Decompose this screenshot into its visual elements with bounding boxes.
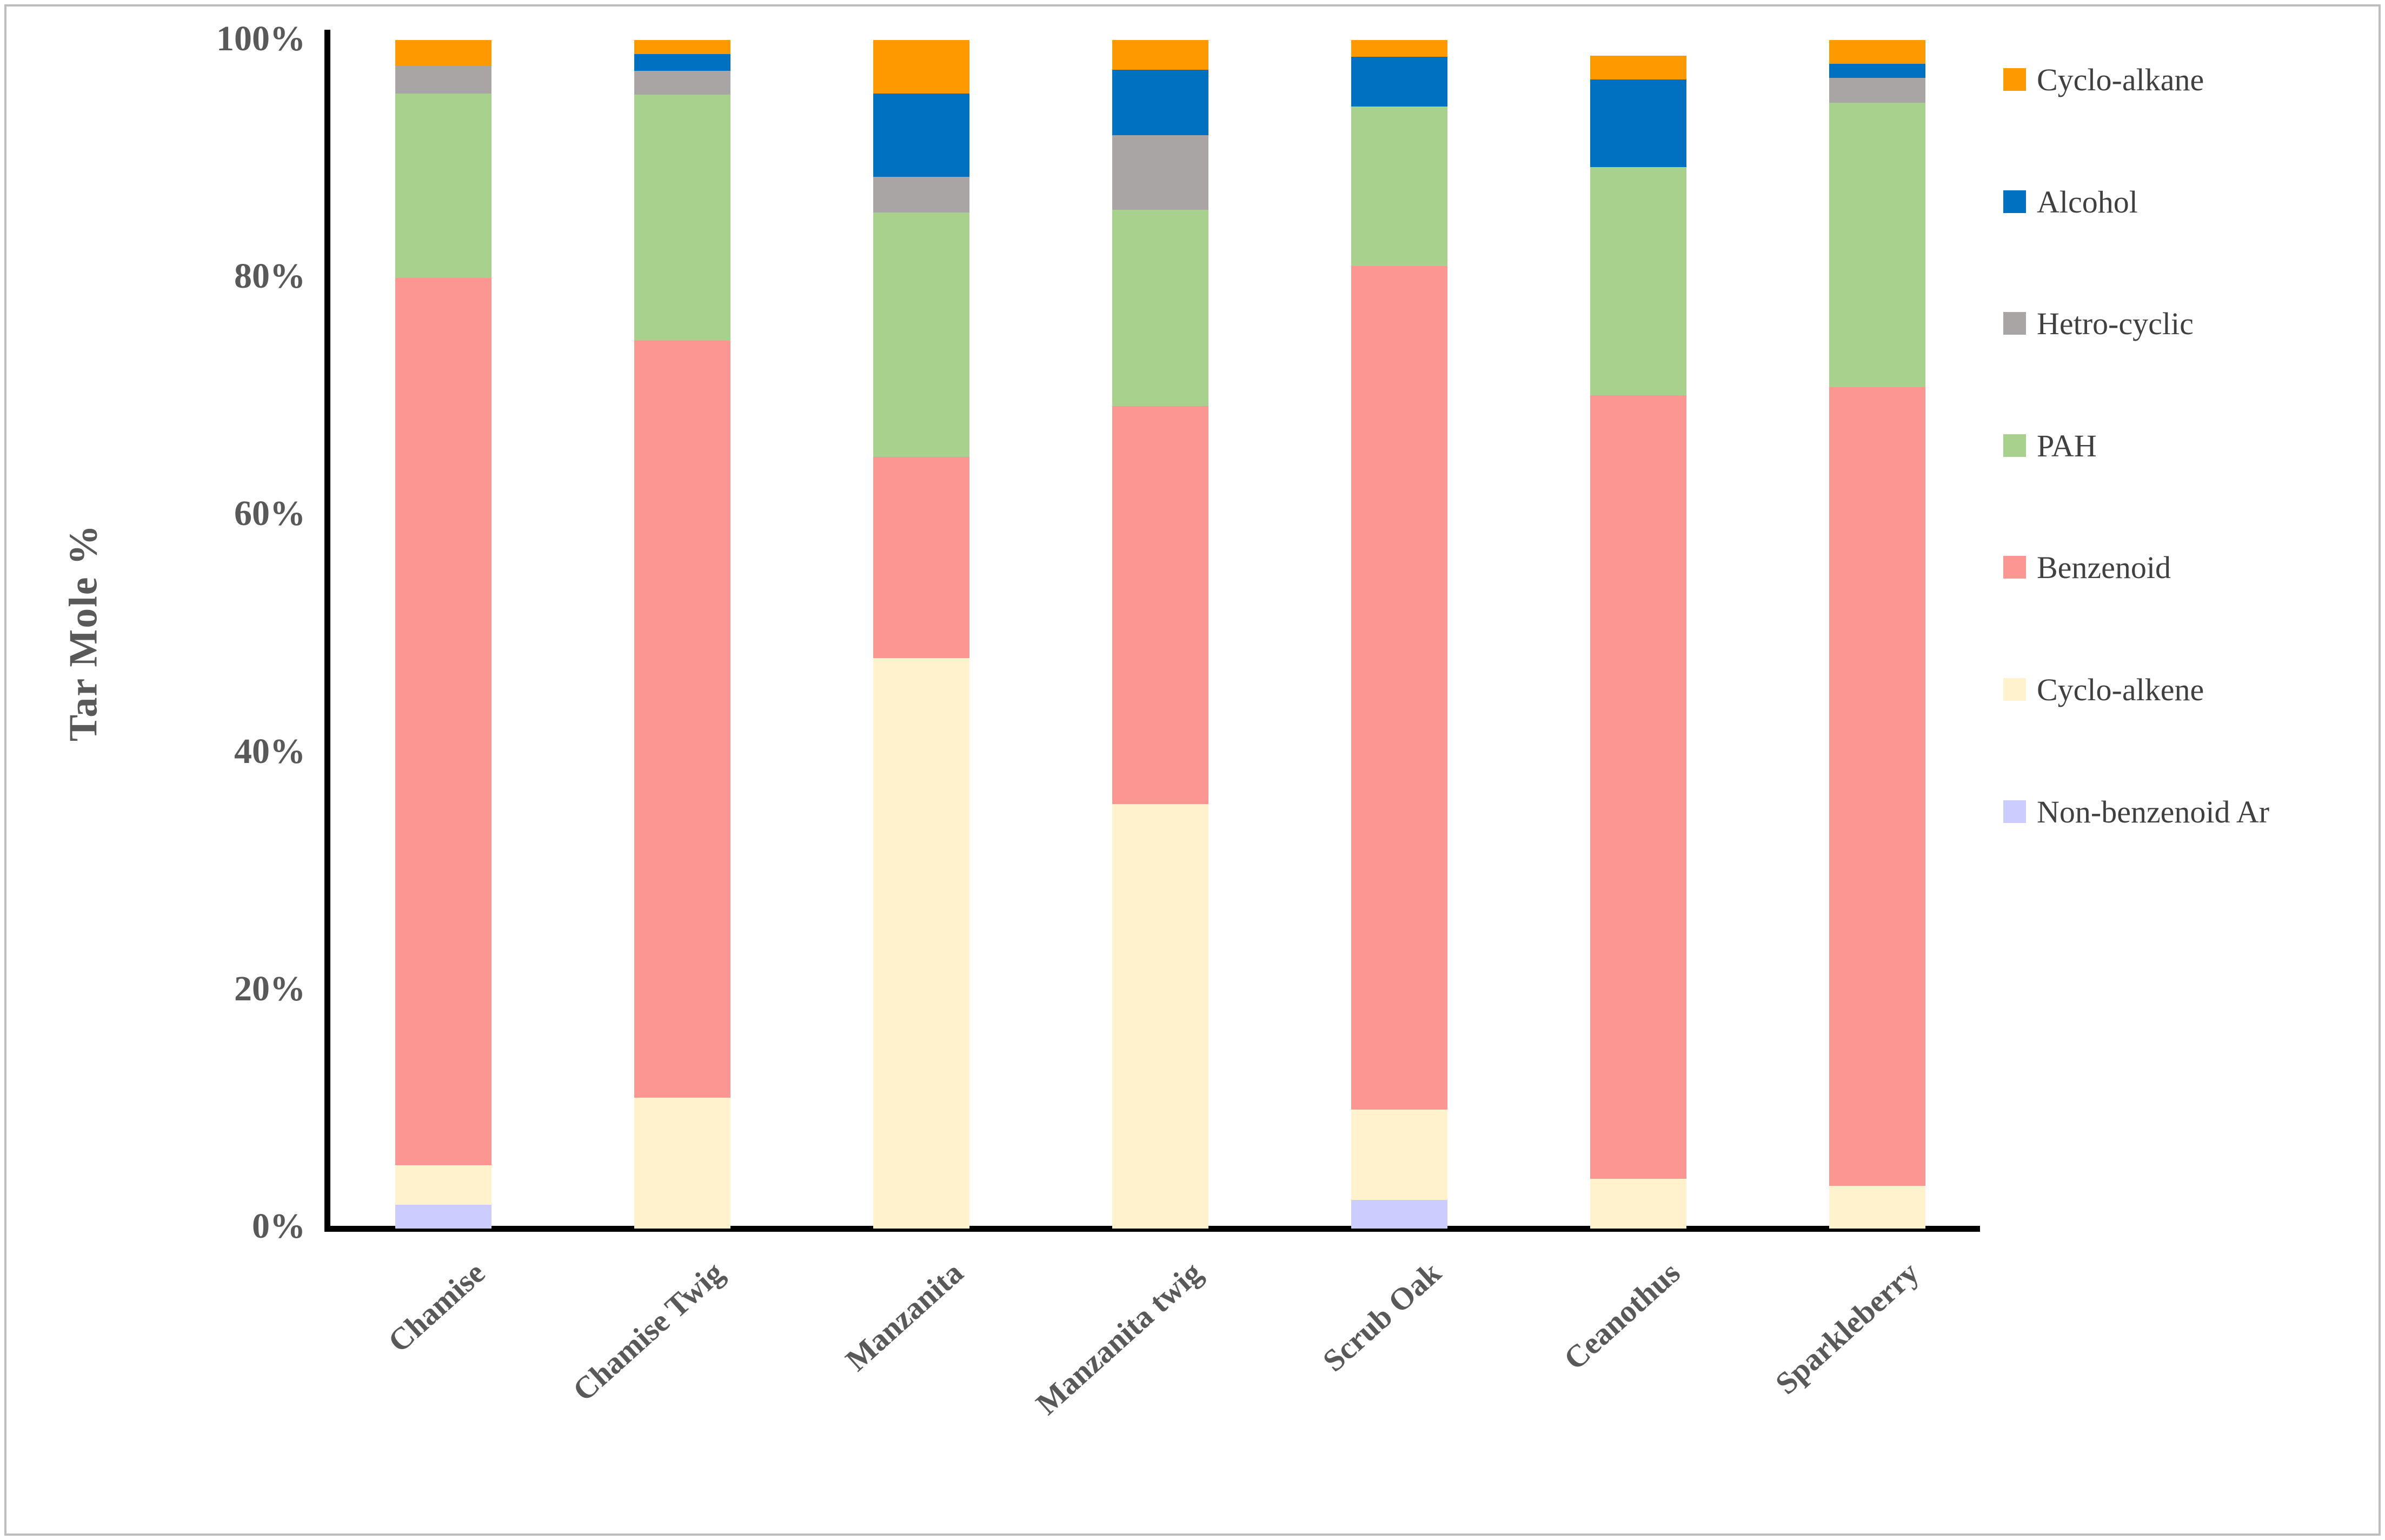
y-tick-label: 100% <box>216 19 305 58</box>
bar-segment-pah-manzanita <box>873 212 969 457</box>
legend-item-pah: PAH <box>2003 427 2350 466</box>
legend-label: Hetro-cyclic <box>2037 306 2194 342</box>
legend-item-benzenoid: Benzenoid <box>2003 548 2350 587</box>
legend-label: Alcohol <box>2037 184 2138 220</box>
bar-segment-non-benzenoid-ar-chamise <box>395 1205 491 1229</box>
legend-label: Non-benzenoid Ar <box>2037 794 2270 829</box>
x-category-label: Manzanita <box>838 1254 970 1378</box>
bar-segment-benzenoid-scrub-oak <box>1351 265 1447 1110</box>
bar-segment-cyclo-alkane-sparkleberry <box>1829 40 1925 64</box>
bar-segment-cyclo-alkene-sparkleberry <box>1829 1185 1925 1229</box>
bar-segment-cyclo-alkene-chamise <box>395 1165 491 1205</box>
legend-label: Benzenoid <box>2037 550 2171 586</box>
bar-segment-benzenoid-sparkleberry <box>1829 387 1925 1186</box>
legend-label: PAH <box>2037 428 2097 463</box>
legend-swatch-icon <box>2003 556 2026 579</box>
bar-segment-benzenoid-chamise <box>395 277 491 1166</box>
y-axis-line <box>324 30 330 1232</box>
y-tick-label: 40% <box>234 731 305 771</box>
bar-segment-cyclo-alkane-manzanita-twig <box>1112 40 1208 70</box>
legend-item-alcohol: Alcohol <box>2003 183 2350 222</box>
bar-segment-cyclo-alkene-chamise-twig <box>634 1098 730 1229</box>
bar-segment-alcohol-chamise-twig <box>634 54 730 71</box>
bar-segment-pah-chamise-twig <box>634 95 730 341</box>
bar-segment-cyclo-alkene-ceanothus <box>1590 1178 1686 1229</box>
bar-segment-alcohol-ceanothus <box>1590 79 1686 168</box>
x-category-label: Ceanothus <box>1557 1254 1687 1377</box>
x-category-label: Manzanita twig <box>1029 1254 1209 1422</box>
x-category-label: Scrub Oak <box>1316 1254 1448 1379</box>
bar-segment-cyclo-alkane-chamise <box>395 40 491 67</box>
legend-label: Cyclo-alkane <box>2037 62 2204 97</box>
legend-swatch-icon <box>2003 800 2026 823</box>
bar-segment-alcohol-manzanita-twig <box>1112 69 1208 135</box>
bar-segment-hetro-cyclic-manzanita <box>873 176 969 213</box>
bar-segment-cyclo-alkene-scrub-oak <box>1351 1110 1447 1200</box>
bar-segment-pah-chamise <box>395 93 491 278</box>
bar-segment-pah-ceanothus <box>1590 167 1686 396</box>
x-axis-line <box>324 1226 1980 1232</box>
bar-segment-hetro-cyclic-chamise <box>395 66 491 94</box>
bar-segment-alcohol-scrub-oak <box>1351 56 1447 107</box>
bar-segment-pah-sparkleberry <box>1829 103 1925 387</box>
y-tick-label: 80% <box>234 256 305 296</box>
bar-segment-benzenoid-manzanita-twig <box>1112 406 1208 805</box>
y-tick-label: 60% <box>234 494 305 534</box>
bar-segment-cyclo-alkene-manzanita <box>873 658 969 1229</box>
bar-segment-alcohol-sparkleberry <box>1829 63 1925 78</box>
bar-segment-hetro-cyclic-sparkleberry <box>1829 78 1925 103</box>
y-tick-label: 20% <box>234 968 305 1008</box>
x-category-label: Chamise Twig <box>566 1254 731 1408</box>
bar-segment-alcohol-manzanita <box>873 93 969 177</box>
legend-swatch-icon <box>2003 190 2026 213</box>
bar-segment-hetro-cyclic-manzanita-twig <box>1112 135 1208 210</box>
legend-label: Cyclo-alkene <box>2037 672 2204 707</box>
bar-segment-benzenoid-chamise-twig <box>634 341 730 1098</box>
bar-segment-non-benzenoid-ar-scrub-oak <box>1351 1200 1447 1229</box>
y-axis-title: Tar Mole % <box>61 523 106 742</box>
bar-segment-pah-manzanita-twig <box>1112 210 1208 406</box>
bar-segment-cyclo-alkane-manzanita <box>873 40 969 94</box>
legend-item-hetro-cyclic: Hetro-cyclic <box>2003 304 2350 343</box>
legend-item-cyclo-alkane: Cyclo-alkane <box>2003 61 2350 99</box>
legend-swatch-icon <box>2003 678 2026 701</box>
bar-segment-benzenoid-ceanothus <box>1590 395 1686 1179</box>
legend-item-cyclo-alkene: Cyclo-alkene <box>2003 671 2350 709</box>
legend-swatch-icon <box>2003 68 2026 91</box>
legend-item-non-benzenoid-ar: Non-benzenoid Ar <box>2003 793 2350 832</box>
bar-segment-hetro-cyclic-chamise-twig <box>634 71 730 95</box>
y-tick-label: 0% <box>252 1206 305 1246</box>
legend-swatch-icon <box>2003 312 2026 335</box>
bar-segment-cyclo-alkene-manzanita-twig <box>1112 804 1208 1229</box>
bar-segment-cyclo-alkane-chamise-twig <box>634 40 730 55</box>
x-category-label: Sparkleberry <box>1769 1254 1926 1402</box>
bar-segment-cyclo-alkane-scrub-oak <box>1351 40 1447 57</box>
bar-segment-pah-scrub-oak <box>1351 107 1447 266</box>
bar-segment-cyclo-alkane-ceanothus <box>1590 55 1686 79</box>
x-category-label: Chamise <box>381 1254 492 1359</box>
legend-swatch-icon <box>2003 434 2026 457</box>
bar-segment-benzenoid-manzanita <box>873 457 969 658</box>
